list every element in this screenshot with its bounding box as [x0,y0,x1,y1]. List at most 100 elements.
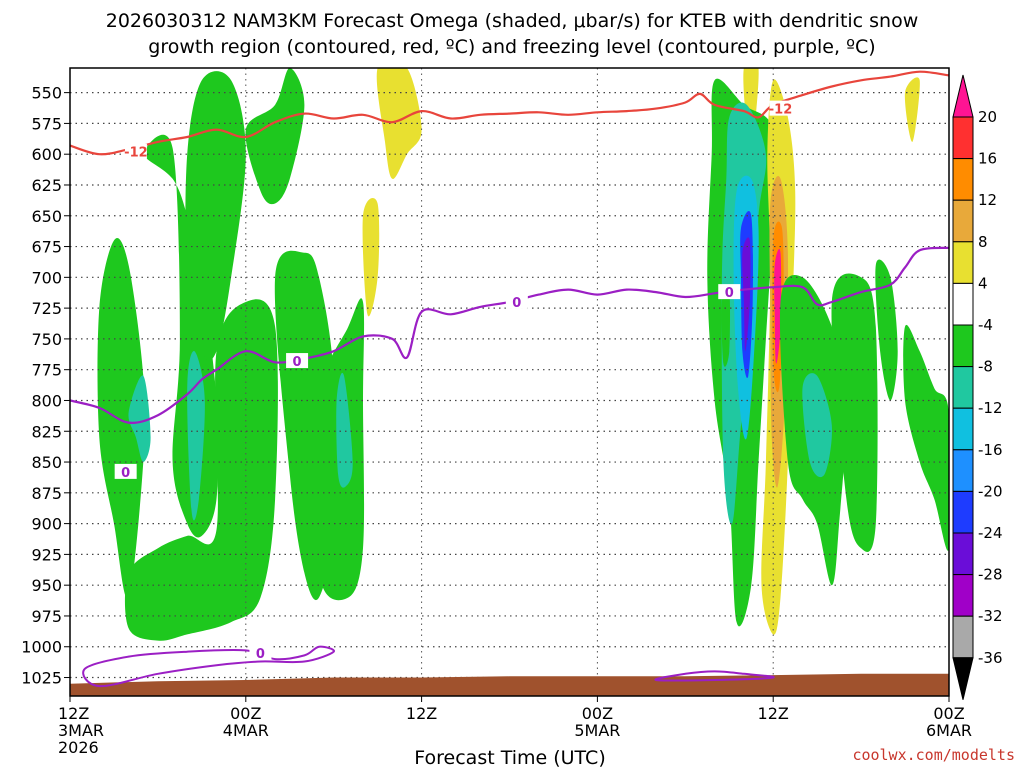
omega-region [904,77,920,142]
colorbar-segment [952,366,974,409]
y-axis-ticks: 550 575 600 625 650 675 700 725 750 775 800 825 850 8… [21,84,70,688]
colorbar-segment [952,532,974,576]
y-tick-label: 975 [31,607,62,626]
x-tick-label: 3MAR [58,721,104,740]
omega-region [187,350,205,521]
contour-label-bg [505,293,528,309]
y-tick-label: 650 [31,207,62,226]
y-tick-label: 775 [31,361,62,380]
colorbar-tick-label: -4 [978,316,993,334]
y-tick-label: 1000 [21,638,62,657]
y-tick-label: 675 [31,238,62,257]
y-tick-label: 800 [31,391,62,410]
omega-colorbar: 20 16 12 8 4 -4 -8 -12 -16 -20 -24 -28 -32 -36 [952,74,1003,700]
colorbar-tick-label: -24 [978,524,1003,542]
y-tick-label: 825 [31,422,62,441]
omega-region [802,373,832,478]
x-tick-label: 00Z [582,704,613,723]
y-tick-label: 1025 [21,669,62,688]
terrain-shading [70,673,949,696]
x-axis-label: Forecast Time (UTC) [414,747,605,768]
colorbar-segment [952,158,974,201]
y-tick-label: 875 [31,484,62,503]
credit-text[interactable]: coolwx.com/modelts [852,746,1015,764]
contour-label: 0 [121,466,130,481]
x-tick-label: 4MAR [223,721,269,740]
plot-frame [69,67,950,697]
contour-label: 0 [256,647,265,662]
omega-region [831,273,878,552]
x-tick-label: 5MAR [574,721,620,740]
x-tick-label: 12Z [58,704,89,723]
colorbar-tick-label: 4 [978,274,988,292]
colorbar-tick-label: -32 [978,607,1003,625]
colorbar-tick-label: -28 [978,566,1003,584]
colorbar-tick-label: 16 [978,150,997,168]
contour-label: -12 [124,146,148,161]
chart-title-line2: growth region (contoured, red, ºC) and f… [148,36,875,58]
colorbar-segment [952,282,974,326]
contour-lines: -12 -12 0 0 0 0 0 [70,70,949,688]
omega-region [245,68,305,205]
colorbar-tick-label: -36 [978,649,1003,667]
omega-region [742,237,751,352]
contour-label-bg [249,644,272,660]
contour-label: 0 [725,286,734,301]
y-tick-label: 725 [31,299,62,318]
y-tick-label: 925 [31,545,62,564]
colorbar-segment [952,449,974,492]
omega-region [185,71,246,361]
x-tick-label: 6MAR [926,721,972,740]
omega-region [124,299,278,641]
dgz-contour-line [70,70,949,156]
colorbar-tick-label: -12 [978,399,1003,417]
contour-label-bg [124,143,147,159]
x-tick-label: 12Z [406,704,437,723]
contour-label-bg [114,463,137,479]
omega-region [97,237,146,599]
colorbar-segment [952,241,974,284]
colorbar-top-triangle [952,74,974,118]
chart-title-line1: 2026030312 NAM3KM Forecast Omega (shaded… [106,10,919,32]
x-tick-label: 12Z [758,704,789,723]
terrain-fill [70,673,949,696]
omega-region [875,259,898,401]
colorbar-tick-label: 8 [978,233,988,251]
omega-region [362,197,380,317]
omega-region [774,248,782,364]
freezing-level-lower-contour-right [654,670,775,682]
y-tick-label: 600 [31,145,62,164]
colorbar-tick-label: -20 [978,482,1003,500]
omega-region [128,375,151,462]
contour-label-bg [286,353,309,369]
contour-label: 0 [293,355,302,370]
freezing-level-lower-contour [82,645,335,688]
y-tick-label: 850 [31,453,62,472]
colorbar-tick-label: -8 [978,358,993,376]
colorbar-tick-label: -16 [978,441,1003,459]
colorbar-bottom-triangle [952,657,974,700]
omega-region [376,68,422,179]
colorbar-segment [952,407,974,451]
y-tick-label: 575 [31,114,62,133]
contour-label: 0 [512,296,521,311]
colorbar-segment [952,574,974,617]
y-tick-label: 625 [31,176,62,195]
contour-label: -12 [769,103,793,118]
colorbar-segment [952,324,974,368]
y-tick-label: 700 [31,268,62,287]
y-tick-label: 750 [31,330,62,349]
colorbar-tick-label: 20 [978,108,997,126]
colorbar-segment [952,116,974,160]
contour-label-bg [718,284,741,300]
colorbar-segment [952,615,974,659]
x-tick-label: 00Z [933,704,964,723]
y-tick-label: 950 [31,576,62,595]
y-tick-label: 550 [31,84,62,103]
omega-region [336,372,353,488]
x-tick-label: 2026 [58,738,99,757]
colorbar-segment [952,490,974,534]
omega-shading [97,68,949,641]
